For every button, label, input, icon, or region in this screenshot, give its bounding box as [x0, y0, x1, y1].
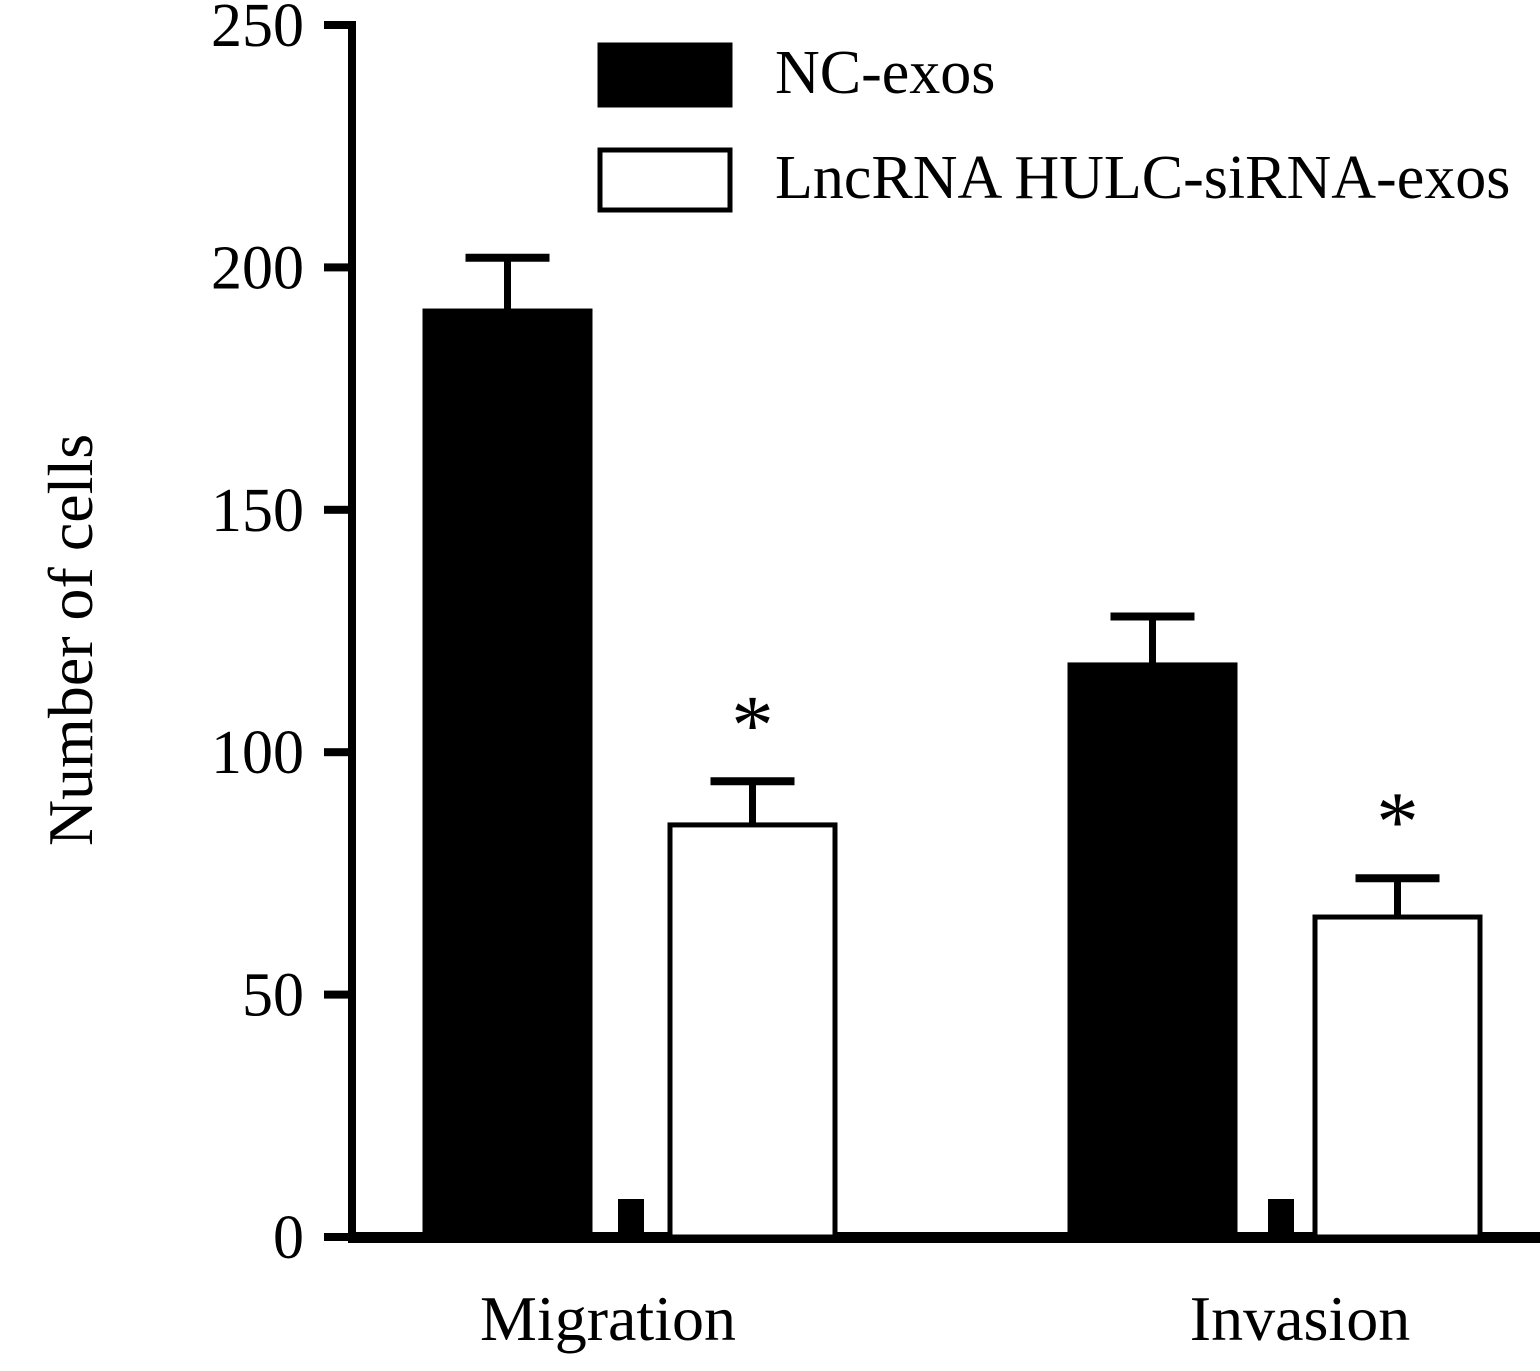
x-axis-line [348, 1232, 1540, 1243]
bar-nc-exos-migration [422, 308, 593, 1240]
y-tick-label: 150 [211, 477, 304, 545]
legend-swatch-2 [597, 147, 733, 213]
legend-label-2: LncRNA HULC-siRNA-exos [775, 144, 1510, 212]
significance-marker: * [1376, 775, 1419, 869]
bar-lncrna-hulc-sirna-exos-invasion [1312, 914, 1483, 1240]
y-axis-tick [324, 21, 352, 29]
bar-lncrna-hulc-sirna-exos-migration [667, 822, 838, 1240]
y-tick-label: 250 [211, 0, 304, 60]
x-category-label: Invasion [1190, 1283, 1410, 1354]
y-axis-title: Number of cells [35, 434, 106, 846]
y-tick-label: 0 [273, 1204, 304, 1272]
y-tick-label: 100 [211, 719, 304, 787]
y-axis-tick [324, 990, 352, 999]
y-axis-tick [324, 505, 352, 514]
y-tick-label: 50 [242, 962, 304, 1030]
y-axis-tick [324, 1233, 352, 1241]
y-axis-tick [324, 748, 352, 757]
x-category-label: Migration [480, 1283, 736, 1354]
x-axis-minor-tick [1268, 1199, 1294, 1237]
y-axis-tick [324, 263, 352, 272]
y-tick-label: 200 [211, 234, 304, 302]
significance-marker: * [731, 678, 774, 772]
legend-label-1: NC-exos [775, 39, 995, 107]
x-axis-minor-tick [618, 1199, 644, 1237]
y-axis-line [348, 21, 356, 1241]
bar-nc-exos-invasion [1067, 662, 1238, 1240]
legend-swatch-1 [597, 42, 733, 108]
